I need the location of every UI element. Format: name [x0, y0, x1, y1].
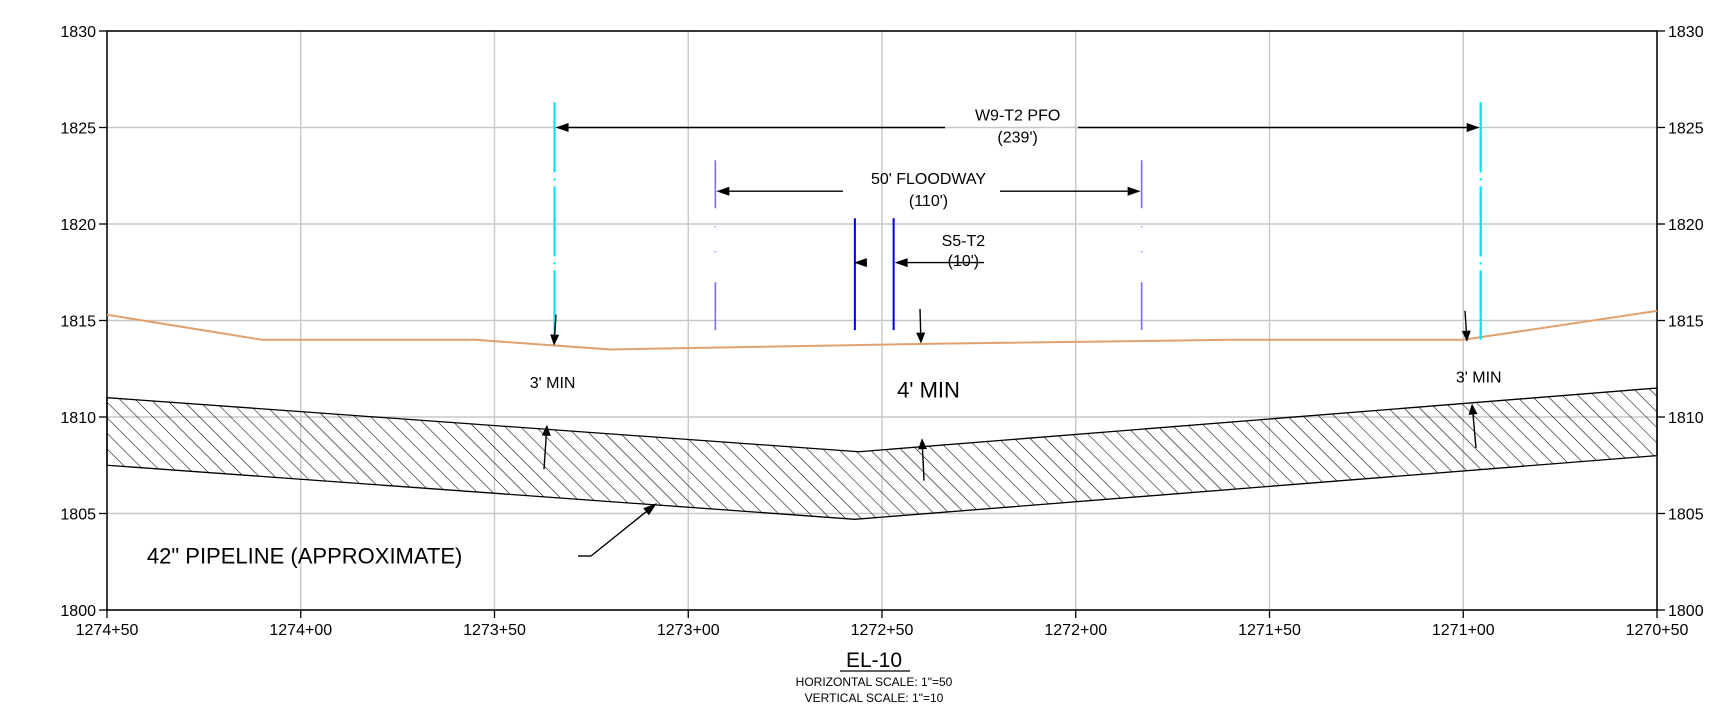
annotations: W9-T2 PFO (239') 50' FLOODWAY (110') S5-…: [147, 108, 1502, 569]
dimension-arrows: [555, 123, 1480, 268]
pipeline: [106, 387, 1658, 520]
wetland-dimension-arrow-head: [1466, 123, 1480, 132]
pipeline-body: [106, 387, 1658, 520]
y-axis-right: 1800 1805 1810 1815 1820 1825 1830: [1657, 24, 1704, 620]
cover-arrow-down: [919, 308, 922, 333]
cover-right-label: 3' MIN: [1456, 369, 1502, 386]
x-tick-label: 1273+50: [463, 622, 526, 639]
x-tick-label: 1272+00: [1044, 622, 1107, 639]
x-tick-label: 1270+50: [1626, 622, 1689, 639]
y-tick-label: 1815: [60, 314, 96, 331]
cover-arrow-up: [921, 449, 925, 481]
cover-arrows: [541, 308, 1478, 481]
horizontal-scale: HORIZONTAL SCALE: 1"=50: [796, 675, 953, 689]
drawing-title: EL-10: [846, 649, 902, 672]
y-tick-label: 1805: [60, 507, 96, 524]
y-tick-label: 1830: [1668, 24, 1704, 41]
y-tick-label: 1805: [1668, 507, 1704, 524]
cover-arrow-down-head: [916, 332, 926, 344]
y-tick-label: 1825: [1668, 121, 1704, 138]
floodway-label: 50' FLOODWAY: [871, 171, 986, 188]
floodway-dimension-arrow-head: [1127, 186, 1141, 196]
cover-arrow-down: [1464, 310, 1467, 331]
wetland-dimension-arrow-head: [555, 123, 569, 132]
floodway-dimension-arrow-head: [716, 186, 730, 196]
floodway-width-label: (110'): [909, 193, 948, 210]
grid: [106, 30, 1658, 611]
cover-left-label: 3' MIN: [530, 375, 576, 392]
x-tick-label: 1271+50: [1238, 622, 1301, 639]
wetland-label: W9-T2 PFO: [975, 108, 1060, 125]
x-tick-label: 1273+00: [657, 622, 720, 639]
x-tick-label: 1274+00: [269, 622, 332, 639]
wetland-width-label: (239'): [997, 130, 1037, 147]
cover-arrow-down-head: [1461, 330, 1471, 342]
cover-arrow-up-head: [541, 424, 551, 436]
cover-arrow-down-head: [550, 334, 560, 346]
cover-arrow-down: [554, 314, 557, 335]
stream-dimension-arrow-head: [853, 258, 867, 268]
cover-arrow-up-head: [918, 438, 928, 450]
x-tick-label: 1274+50: [76, 622, 139, 639]
y-tick-label: 1825: [60, 121, 96, 138]
y-axis-left: 1800 1805 1810 1815 1820 1825 1830: [60, 24, 107, 620]
stream-width-label: (10'): [948, 253, 980, 270]
cover-arrow-up: [1472, 414, 1477, 448]
y-tick-label: 1830: [60, 24, 96, 41]
y-tick-label: 1810: [1668, 410, 1704, 427]
y-tick-label: 1820: [60, 217, 96, 234]
cover-arrow-up: [543, 435, 547, 470]
boundary-lines: [553, 102, 1482, 340]
y-tick-label: 1800: [60, 603, 96, 620]
y-tick-label: 1800: [1668, 603, 1704, 620]
stream-dimension-arrow-head: [894, 258, 908, 268]
y-tick-label: 1815: [1668, 314, 1704, 331]
pipeline-leader-arrow-head: [643, 503, 657, 516]
cover-arrow-up-head: [1468, 403, 1478, 415]
x-tick-label: 1271+00: [1432, 622, 1495, 639]
ground-profile-line: [106, 309, 1658, 351]
y-tick-label: 1820: [1668, 217, 1704, 234]
title-block: EL-10 HORIZONTAL SCALE: 1"=50 VERTICAL S…: [796, 649, 953, 705]
stream-label: S5-T2: [942, 233, 986, 250]
vertical-scale: VERTICAL SCALE: 1"=10: [805, 691, 944, 705]
cover-center-label: 4' MIN: [897, 378, 960, 403]
x-axis: 1274+50 1274+00 1273+50 1273+00 1272+50 1272+…: [76, 610, 1689, 639]
x-tick-label: 1272+50: [851, 622, 914, 639]
pipeline-leader-arrow: [578, 503, 657, 557]
pipeline-label: 42" PIPELINE (APPROXIMATE): [147, 544, 463, 569]
pipeline-leader-arrow: [590, 511, 647, 557]
y-tick-label: 1810: [60, 410, 96, 427]
